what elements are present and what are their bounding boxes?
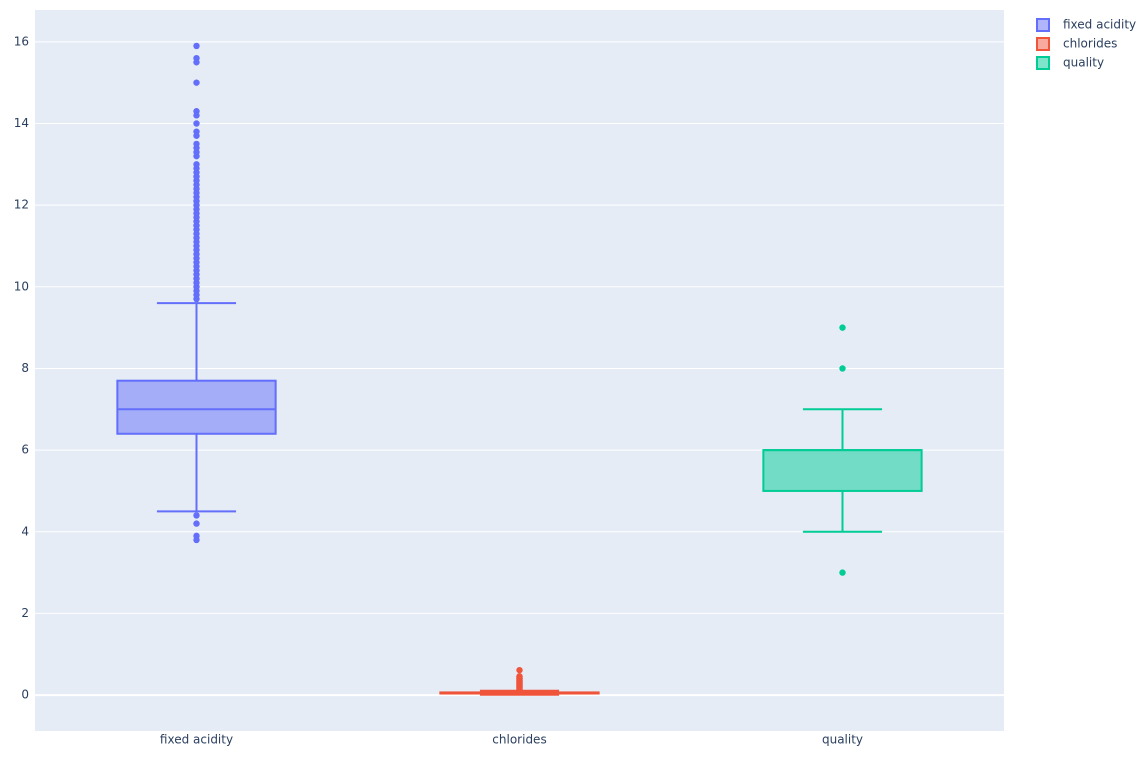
legend-swatch[interactable] — [1036, 37, 1050, 51]
y-tick-label: 12 — [14, 198, 29, 212]
outlier — [839, 365, 846, 372]
outlier — [193, 79, 200, 86]
outlier — [516, 673, 523, 680]
outlier — [193, 128, 200, 135]
legend-swatch[interactable] — [1036, 56, 1050, 70]
legend-label[interactable]: quality — [1063, 56, 1104, 70]
outlier — [193, 532, 200, 540]
box — [116, 379, 277, 435]
x-tick-label: chlorides — [492, 733, 546, 747]
y-tick-label: 2 — [21, 606, 29, 620]
legend-swatch[interactable] — [1036, 18, 1050, 32]
y-tick-label: 10 — [14, 279, 29, 293]
outlier — [193, 140, 200, 148]
outlier — [193, 42, 200, 50]
outlier — [193, 512, 200, 519]
outlier — [193, 120, 200, 127]
outlier — [193, 520, 200, 527]
y-tick-label: 0 — [21, 688, 29, 702]
outlier — [193, 108, 200, 115]
box — [762, 449, 923, 492]
x-tick-label: fixed acidity — [160, 733, 233, 747]
outlier — [839, 569, 846, 576]
y-tick-label: 6 — [21, 443, 29, 457]
outlier — [516, 666, 523, 674]
y-tick-label: 8 — [21, 361, 29, 375]
outlier — [193, 54, 200, 62]
outlier — [193, 161, 200, 168]
y-tick-label: 16 — [14, 34, 29, 48]
plot-area — [35, 10, 1004, 731]
outlier — [839, 324, 846, 331]
x-tick-label: quality — [822, 733, 863, 747]
y-tick-label: 4 — [21, 524, 29, 538]
legend-label[interactable]: fixed acidity — [1063, 18, 1136, 32]
y-tick-label: 14 — [14, 116, 29, 130]
legend-label[interactable]: chlorides — [1063, 37, 1117, 51]
